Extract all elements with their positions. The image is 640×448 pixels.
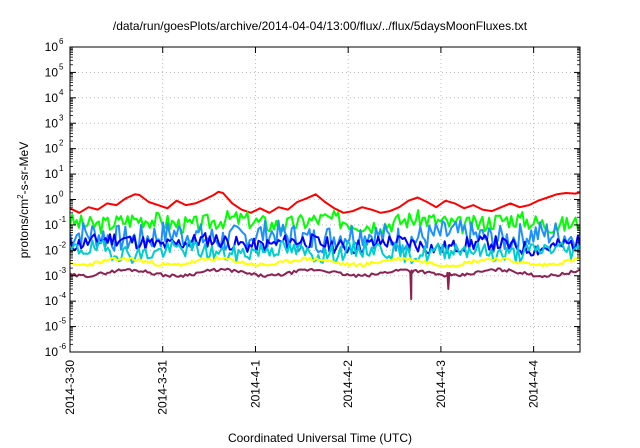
y-tick-label-exponent: 4 <box>59 88 64 97</box>
y-tick-label-exponent: -4 <box>59 291 67 300</box>
y-axis-label-post: -s-sr-MeV <box>17 141 31 195</box>
y-tick-label: 10 <box>45 193 59 207</box>
series-line-4 <box>70 232 580 257</box>
y-axis-label-pre: protons/cm <box>17 198 31 259</box>
y-tick-label: 10 <box>45 167 59 181</box>
y-tick-label: 10 <box>45 269 59 283</box>
y-tick-label: 10 <box>45 320 59 334</box>
y-tick-label: 10 <box>45 40 59 54</box>
y-tick-label-exponent: -1 <box>59 215 67 224</box>
x-tick-label: 2014-3-30 <box>63 360 77 415</box>
y-tick-label-exponent: 6 <box>59 37 64 46</box>
y-tick-label-exponent: -2 <box>59 240 67 249</box>
y-tick-label: 10 <box>45 218 59 232</box>
y-tick-label: 10 <box>45 294 59 308</box>
y-tick-label: 10 <box>45 345 59 359</box>
x-tick-label: 2014-4-4 <box>527 360 541 408</box>
series-line-2 <box>70 209 580 235</box>
y-tick-label: 10 <box>45 142 59 156</box>
y-tick-label: 10 <box>45 116 59 130</box>
x-tick-label: 2014-4-1 <box>248 360 262 408</box>
y-tick-label: 10 <box>45 65 59 79</box>
y-tick-label-exponent: -3 <box>59 266 67 275</box>
series-line-5 <box>70 238 580 265</box>
y-axis-label: protons/cm2-s-sr-MeV <box>16 142 31 258</box>
y-tick-label-exponent: 3 <box>59 113 64 122</box>
series-line-1 <box>70 190 580 214</box>
chart-title: /data/run/goesPlots/archive/2014-04-04/1… <box>112 19 528 33</box>
y-tick-label-exponent: 2 <box>59 139 64 148</box>
y-axis-label-sup: 2 <box>16 194 25 199</box>
y-tick-label-exponent: -6 <box>59 342 67 351</box>
y-tick-label: 10 <box>45 243 59 257</box>
y-tick-label: 10 <box>45 91 59 105</box>
y-tick-label-exponent: 5 <box>59 62 64 71</box>
x-axis-label: Coordinated Universal Time (UTC) <box>227 431 413 445</box>
y-tick-label-exponent: -5 <box>59 317 67 326</box>
y-tick-label-exponent: 0 <box>59 190 64 199</box>
x-tick-label: 2014-4-2 <box>341 360 355 408</box>
x-tick-label: 2014-4-3 <box>434 360 448 408</box>
x-tick-label: 2014-3-31 <box>156 360 170 415</box>
series-line-7 <box>70 267 580 301</box>
series-line-6 <box>70 255 580 268</box>
y-tick-label-exponent: 1 <box>59 164 64 173</box>
